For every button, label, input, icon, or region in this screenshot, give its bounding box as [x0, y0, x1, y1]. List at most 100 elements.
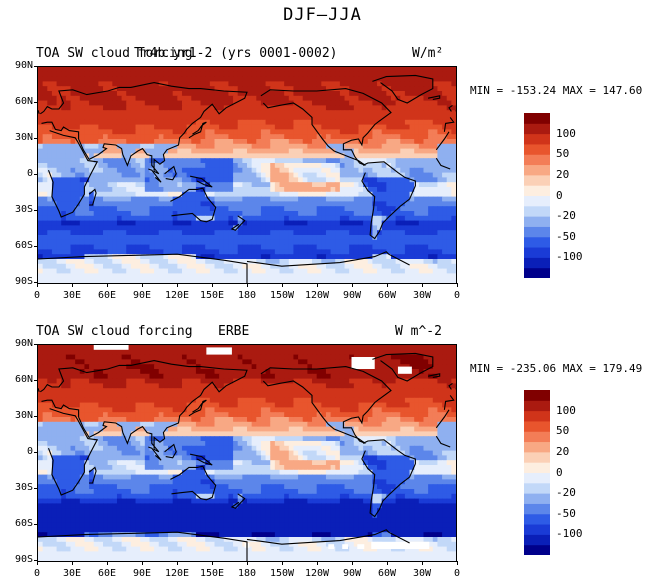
- field-cell: [219, 139, 225, 145]
- field-cell: [228, 100, 234, 106]
- field-cell: [61, 263, 67, 270]
- field-cell: [418, 220, 425, 226]
- field-cell: [237, 369, 243, 375]
- field-cell: [390, 115, 397, 121]
- field-cell: [103, 177, 109, 183]
- field-cell: [270, 196, 276, 202]
- field-cell: [339, 76, 346, 82]
- field-cell: [42, 211, 48, 217]
- field-cell: [437, 148, 443, 154]
- field-cell: [186, 263, 192, 270]
- field-cell: [284, 220, 290, 226]
- field-cell: [191, 134, 197, 140]
- field-cell: [279, 225, 285, 231]
- field-cell: [386, 354, 392, 360]
- field-cell: [256, 345, 262, 351]
- lon-tick-mark: [282, 283, 283, 287]
- field-cell: [209, 139, 216, 145]
- field-cell: [219, 158, 225, 164]
- field-cell: [191, 110, 197, 116]
- field-cell: [312, 345, 318, 351]
- field-cell: [251, 263, 257, 270]
- field-cell: [181, 95, 188, 102]
- field-cell: [400, 196, 406, 202]
- field-cell: [205, 187, 211, 193]
- field-cell: [442, 187, 448, 193]
- field-cell: [126, 345, 132, 351]
- field-cell: [284, 158, 290, 164]
- field-cell: [219, 263, 225, 270]
- field-cell: [284, 153, 290, 159]
- field-cell: [163, 167, 169, 174]
- field-cell: [432, 71, 439, 78]
- field-cell: [423, 278, 429, 283]
- field-cell: [200, 244, 206, 250]
- field-cell: [428, 134, 434, 140]
- field-cell: [247, 378, 253, 384]
- field-cell: [98, 187, 104, 193]
- field-cell: [237, 378, 243, 384]
- field-cell: [349, 115, 355, 121]
- field-cell: [288, 249, 295, 255]
- field-cell: [335, 110, 341, 116]
- field-cell: [130, 172, 137, 178]
- field-cell: [38, 254, 44, 260]
- field-cell: [330, 364, 336, 370]
- field-cell: [38, 153, 44, 159]
- field-cell: [237, 225, 243, 231]
- field-cell: [172, 278, 178, 283]
- field-cell: [214, 373, 220, 380]
- field-cell: [279, 359, 285, 365]
- field-cell: [432, 86, 439, 92]
- field-cell: [140, 105, 146, 111]
- field-cell: [135, 143, 141, 150]
- field-cell: [126, 86, 132, 92]
- field-cell: [377, 71, 383, 78]
- field-cell: [158, 196, 164, 202]
- field-cell: [168, 148, 174, 154]
- field-cell: [302, 201, 308, 207]
- field-cell: [256, 220, 262, 226]
- field-cell: [214, 230, 220, 236]
- field-cell: [116, 359, 123, 365]
- field-cell: [38, 215, 44, 222]
- field-cell: [205, 273, 211, 279]
- field-cell: [288, 220, 295, 226]
- field-cell: [437, 268, 443, 274]
- field-cell: [116, 163, 123, 169]
- field-cell: [200, 196, 206, 202]
- field-cell: [335, 201, 341, 207]
- field-cell: [75, 278, 81, 283]
- field-cell: [135, 345, 141, 351]
- field-cell: [428, 100, 434, 106]
- field-cell: [237, 220, 243, 226]
- field-cell: [353, 158, 360, 164]
- field-cell: [381, 359, 387, 365]
- field-cell: [149, 201, 155, 207]
- field-cell: [418, 91, 425, 97]
- field-cell: [51, 119, 58, 126]
- field-cell: [47, 201, 53, 207]
- field-cell: [149, 345, 155, 351]
- field-cell: [126, 278, 132, 283]
- field-cell: [349, 268, 355, 274]
- field-cell: [247, 129, 253, 135]
- field-cell: [195, 67, 202, 73]
- field-cell: [451, 235, 456, 241]
- field-cell: [61, 345, 67, 351]
- field-cell: [247, 359, 253, 365]
- field-cell: [56, 378, 62, 384]
- field-cell: [321, 383, 327, 389]
- field-cell: [367, 373, 373, 380]
- field-cell: [358, 143, 364, 150]
- field-cell: [214, 124, 220, 130]
- field-cell: [51, 143, 58, 150]
- field-cell: [149, 278, 155, 283]
- field-cell: [103, 201, 109, 207]
- field-cell: [312, 110, 318, 116]
- field-cell: [358, 115, 364, 121]
- field-cell: [177, 225, 183, 231]
- field-cell: [168, 239, 174, 246]
- field-cell: [321, 235, 327, 241]
- field-cell: [51, 239, 58, 246]
